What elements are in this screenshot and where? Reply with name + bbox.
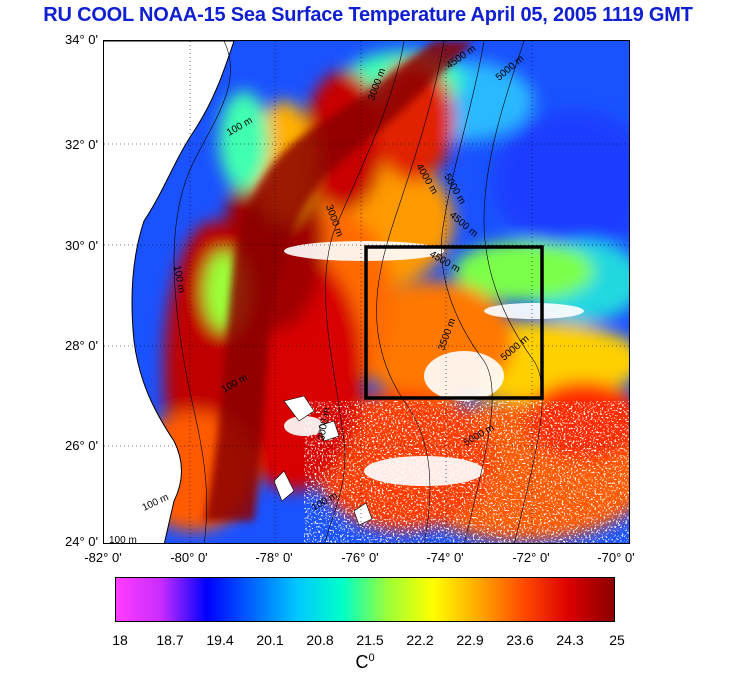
- lon-label-78: -78° 0': [255, 550, 293, 565]
- colorbar-tick: 19.4: [206, 632, 234, 648]
- lon-label-70: -70° 0': [597, 550, 635, 565]
- colorbar-tick: 22.2: [406, 632, 434, 648]
- study-area-box[interactable]: [364, 245, 544, 400]
- florida-land: [104, 41, 234, 543]
- lon-label-72: -72° 0': [512, 550, 550, 565]
- lat-label-34: 34° 0': [65, 32, 98, 47]
- lon-label-76: -76° 0': [341, 550, 379, 565]
- temperature-colorbar: [115, 577, 615, 622]
- lat-label-28: 28° 0': [65, 338, 98, 353]
- contour-label: 100 m: [171, 265, 187, 294]
- sst-map[interactable]: 100 m 3000 m 4500 m 5000 m 4000 m 5000 m…: [103, 40, 630, 544]
- gulf-stream: [204, 41, 474, 521]
- noise-region: [304, 401, 629, 543]
- colorbar-tick: 20.8: [306, 632, 334, 648]
- colorbar-tick: 18.7: [156, 632, 184, 648]
- coastline: [104, 41, 235, 543]
- lon-label-82: -82° 0': [84, 550, 122, 565]
- graticule: [104, 41, 629, 543]
- bahamas-islands: [273, 395, 373, 526]
- contour-label: 100 m: [109, 535, 137, 544]
- map-title: RU COOL NOAA-15 Sea Surface Temperature …: [43, 4, 693, 26]
- lat-label-30: 30° 0': [65, 238, 98, 253]
- colorbar-tick: 18: [112, 632, 128, 648]
- colorbar-tick: 22.9: [456, 632, 484, 648]
- lat-label-26: 26° 0': [65, 438, 98, 453]
- lat-label-32: 32° 0': [65, 137, 98, 152]
- unit-text: C: [355, 652, 369, 672]
- bathymetry-contours: [173, 41, 543, 543]
- lon-label-74: -74° 0': [426, 550, 464, 565]
- colorbar-tick: 25: [609, 632, 625, 648]
- colorbar-tick: 21.5: [356, 632, 384, 648]
- colorbar-tick: 20.1: [256, 632, 284, 648]
- colorbar-tick: 23.6: [506, 632, 534, 648]
- colorbar-unit: C0: [340, 652, 390, 673]
- unit-superscript: 0: [368, 652, 375, 664]
- colorbar-tick: 24.3: [556, 632, 584, 648]
- lat-label-24: 24° 0': [65, 534, 98, 549]
- lon-label-80: -80° 0': [170, 550, 208, 565]
- sst-map-canvas: 100 m 3000 m 4500 m 5000 m 4000 m 5000 m…: [104, 41, 629, 544]
